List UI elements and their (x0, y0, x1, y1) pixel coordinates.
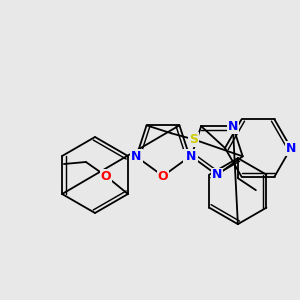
Text: N: N (228, 120, 238, 133)
Text: N: N (286, 142, 296, 154)
Text: O: O (100, 169, 111, 182)
Text: N: N (212, 169, 222, 182)
Text: N: N (184, 150, 195, 163)
Text: S: S (189, 133, 198, 146)
Text: N: N (186, 150, 196, 163)
Text: N: N (131, 150, 142, 163)
Text: O: O (158, 169, 168, 182)
